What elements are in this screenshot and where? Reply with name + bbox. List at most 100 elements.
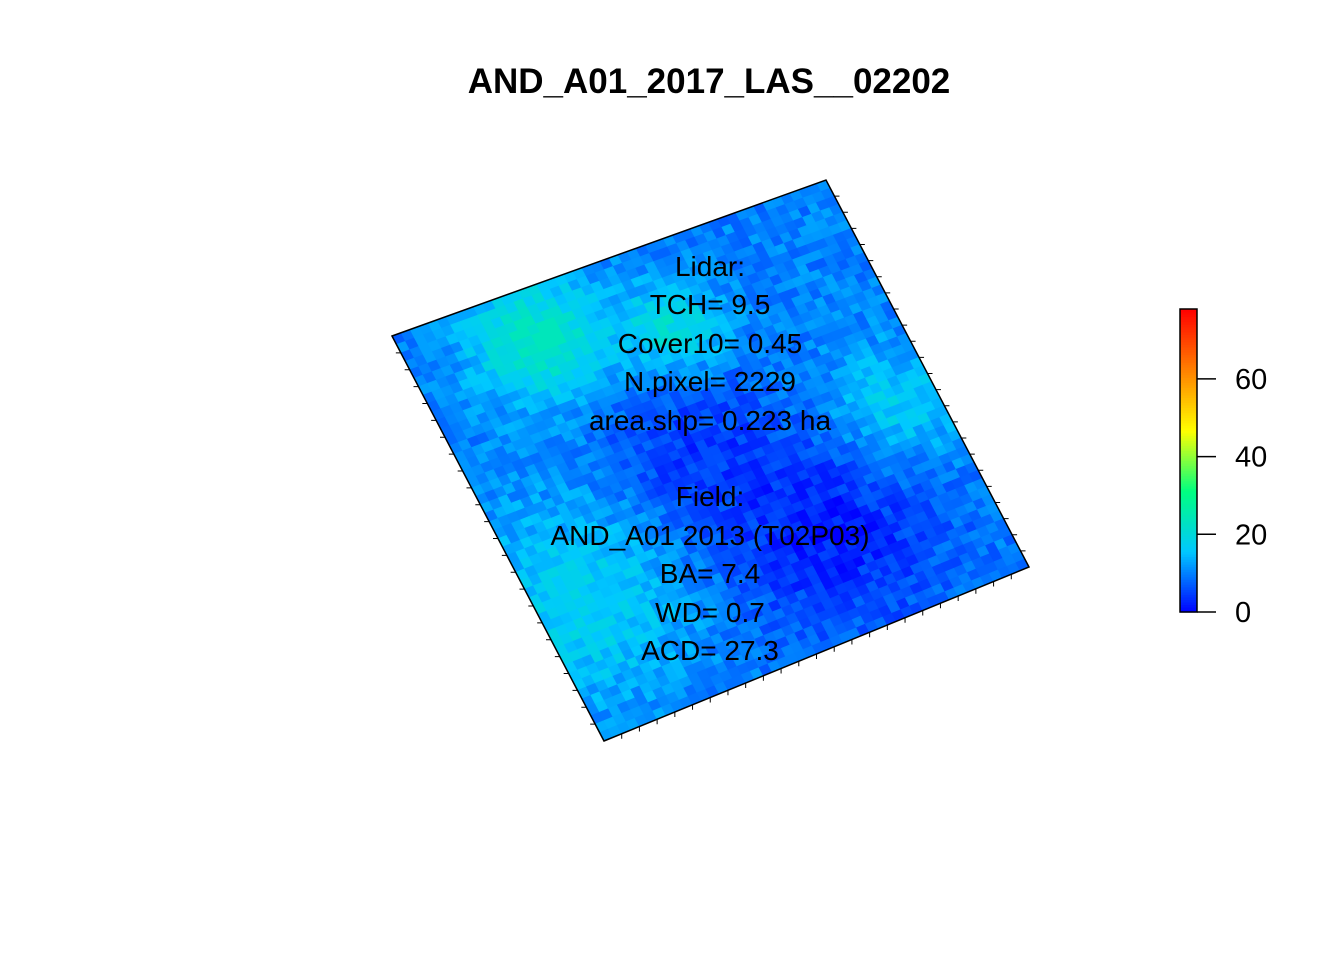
- colorbar-segment: [1180, 447, 1197, 452]
- colorbar-segment: [1180, 574, 1197, 578]
- colorbar-segment: [1180, 452, 1197, 457]
- colorbar-segment: [1180, 356, 1197, 361]
- colorbar-segment: [1180, 468, 1197, 472]
- colorbar-segment: [1180, 569, 1197, 573]
- colorbar-segment: [1180, 324, 1197, 328]
- colorbar-segment: [1180, 584, 1197, 588]
- colorbar-segment: [1180, 420, 1197, 424]
- colorbar-segment: [1180, 374, 1197, 378]
- colorbar-segment: [1180, 561, 1197, 565]
- colorbar-segment: [1180, 430, 1197, 434]
- colorbar-segment: [1180, 473, 1197, 477]
- colorbar-segment: [1180, 523, 1197, 527]
- colorbar-segment: [1180, 384, 1197, 388]
- colorbar-segment: [1180, 402, 1197, 406]
- colorbar-frame: [1179, 308, 1198, 613]
- annotation-tch: TCH= 9.5: [650, 289, 771, 320]
- colorbar-segment: [1180, 422, 1197, 426]
- colorbar-segment: [1180, 591, 1197, 595]
- colorbar-segment: [1180, 364, 1197, 368]
- raster-heatmap: [392, 180, 1029, 741]
- colorbar-segment: [1180, 336, 1197, 340]
- colorbar-segment: [1180, 493, 1197, 497]
- colorbar-segment: [1180, 485, 1197, 489]
- annotation-field-header: Field:: [676, 481, 744, 512]
- colorbar-segment: [1180, 488, 1197, 492]
- colorbar-segment: [1180, 576, 1197, 580]
- colorbar-tick-label: 60: [1235, 364, 1267, 396]
- colorbar-segment: [1180, 399, 1197, 404]
- colorbar-segment: [1180, 581, 1197, 585]
- colorbar-segment: [1180, 410, 1197, 414]
- colorbar-segment: [1180, 349, 1197, 353]
- colorbar-segment: [1180, 516, 1197, 520]
- annotation-acd: ACD= 27.3: [641, 635, 779, 666]
- colorbar-segment: [1180, 425, 1197, 429]
- colorbar-segment: [1180, 334, 1197, 338]
- colorbar-segment: [1180, 404, 1197, 409]
- colorbar-segment: [1180, 314, 1197, 318]
- colorbar-segment: [1180, 551, 1197, 555]
- colorbar-segment: [1180, 354, 1197, 358]
- colorbar-segment: [1180, 538, 1197, 542]
- colorbar-segment: [1180, 571, 1197, 575]
- colorbar-segment: [1180, 463, 1197, 467]
- colorbar-segment: [1180, 546, 1197, 550]
- annotation-lidar-header: Lidar:: [675, 251, 745, 282]
- colorbar-segment: [1180, 508, 1197, 512]
- colorbar-segment: [1180, 543, 1197, 547]
- colorbar-segment: [1180, 594, 1197, 598]
- colorbar-segment: [1180, 536, 1197, 540]
- chart-title: AND_A01_2017_LAS__02202: [468, 62, 951, 101]
- colorbar-segment: [1180, 579, 1197, 583]
- colorbar-segment: [1180, 372, 1197, 376]
- annotation-npixel: N.pixel= 2229: [624, 366, 796, 397]
- colorbar-segment: [1180, 379, 1197, 383]
- colorbar-segment: [1180, 495, 1197, 499]
- colorbar-segment: [1180, 503, 1197, 507]
- annotation-area: area.shp= 0.223 ha: [589, 405, 832, 436]
- colorbar-segment: [1180, 480, 1197, 484]
- colorbar-segment: [1180, 526, 1197, 530]
- colorbar-segment: [1180, 604, 1197, 608]
- colorbar-segment: [1180, 470, 1197, 474]
- colorbar-segment: [1180, 427, 1197, 431]
- colorbar-segment: [1180, 490, 1197, 494]
- colorbar-segment: [1180, 566, 1197, 570]
- colorbar-segment: [1180, 553, 1197, 558]
- colorbar-segment: [1180, 440, 1197, 444]
- colorbar-segment: [1180, 483, 1197, 487]
- colorbar-gradient: [1180, 309, 1197, 613]
- colorbar-segment: [1180, 455, 1197, 459]
- colorbar-segment: [1180, 432, 1197, 436]
- colorbar-segment: [1180, 377, 1197, 381]
- colorbar-segment: [1180, 533, 1197, 537]
- colorbar-segment: [1180, 457, 1197, 462]
- colorbar-segment: [1180, 521, 1197, 525]
- annotation-block: Lidar: TCH= 9.5 Cover10= 0.45 N.pixel= 2…: [550, 251, 869, 666]
- colorbar-segment: [1180, 382, 1197, 386]
- colorbar-segment: [1180, 601, 1197, 606]
- colorbar-tick-label: 0: [1235, 597, 1251, 629]
- colorbar-segment: [1180, 309, 1197, 313]
- colorbar-segment: [1180, 412, 1197, 416]
- colorbar-segment: [1180, 442, 1197, 446]
- colorbar-segment: [1180, 445, 1197, 449]
- colorbar-segment: [1180, 460, 1197, 464]
- colorbar-segment: [1180, 397, 1197, 401]
- colorbar-segment: [1180, 369, 1197, 373]
- colorbar-segment: [1180, 518, 1197, 522]
- colorbar-ticks: 0 20 40 60: [1197, 364, 1267, 629]
- colorbar-segment: [1180, 465, 1197, 469]
- colorbar-segment: [1180, 450, 1197, 454]
- colorbar-segment: [1180, 316, 1197, 320]
- colorbar-segment: [1180, 437, 1197, 441]
- colorbar-segment: [1180, 392, 1197, 396]
- colorbar-segment: [1180, 359, 1197, 363]
- colorbar-segment: [1180, 609, 1197, 613]
- colorbar-segment: [1180, 558, 1197, 563]
- colorbar-segment: [1180, 548, 1197, 553]
- colorbar-segment: [1180, 541, 1197, 545]
- colorbar-segment: [1180, 589, 1197, 593]
- colorbar-segment: [1180, 505, 1197, 510]
